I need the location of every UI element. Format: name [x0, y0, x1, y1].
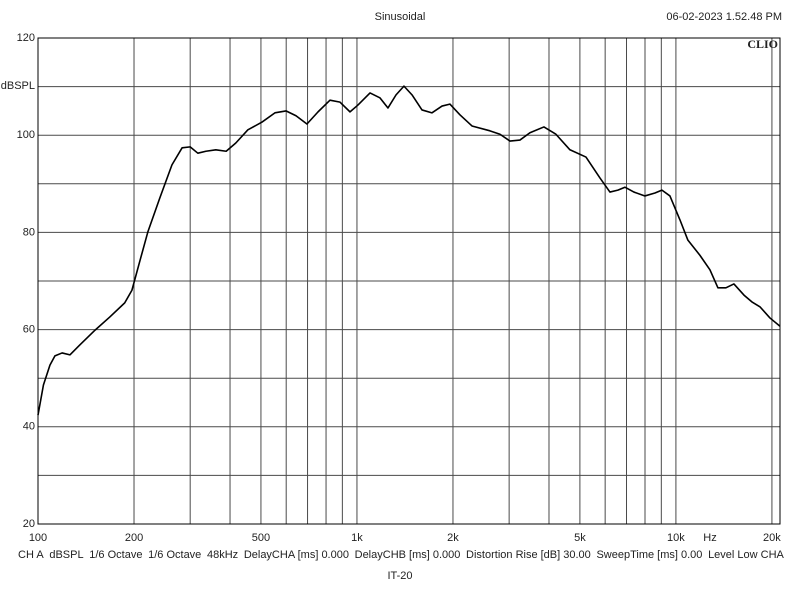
y-axis-label: dBSPL	[1, 80, 35, 92]
chart-title: Sinusoidal	[375, 11, 426, 23]
footer-item: DelayCHA [ms] 0.000	[243, 549, 349, 561]
footer-item: 1/6 Octave	[89, 549, 143, 561]
brand: CLIO	[747, 37, 778, 51]
x-tick-label: 500	[252, 532, 270, 544]
footer-item: Level Low CHA	[708, 549, 784, 561]
footer-item: 1/6 Octave	[148, 549, 202, 561]
footer-item: dBSPL	[49, 549, 84, 561]
x-tick-label: 5k	[574, 532, 586, 544]
y-tick-label: 80	[23, 226, 35, 238]
x-tick-label: 100	[29, 532, 47, 544]
footer-item: CH A	[18, 549, 44, 561]
timestamp: 06-02-2023 1.52.48 PM	[666, 11, 782, 23]
x-tick-label: 200	[125, 532, 143, 544]
footer-item: 48kHz	[206, 549, 239, 561]
response-curve	[37, 85, 781, 416]
x-tick-label: 2k	[447, 532, 459, 544]
x-axis-label: Hz	[703, 532, 716, 544]
x-tick-label: 1k	[351, 532, 363, 544]
x-tick-label: 20k	[763, 532, 781, 544]
footer-item: SweepTime [ms] 0.00	[596, 549, 703, 561]
y-tick-label: 40	[23, 421, 35, 433]
footer: CH A dBSPL 1/6 Octave 1/6 Octave 48kHz DelayC…	[18, 549, 784, 561]
bottom-label: IT-20	[387, 570, 412, 582]
plot-frame	[37, 37, 781, 525]
y-tick-label: 60	[23, 324, 35, 336]
y-tick-label: 100	[17, 129, 35, 141]
footer-item: Distortion Rise [dB] 30.00	[466, 549, 591, 561]
y-tick-label: 120	[17, 32, 35, 44]
x-tick-label: 10k	[667, 532, 685, 544]
footer-item: DelayCHB [ms] 0.000	[354, 549, 461, 561]
y-tick-label: 20	[23, 518, 35, 530]
